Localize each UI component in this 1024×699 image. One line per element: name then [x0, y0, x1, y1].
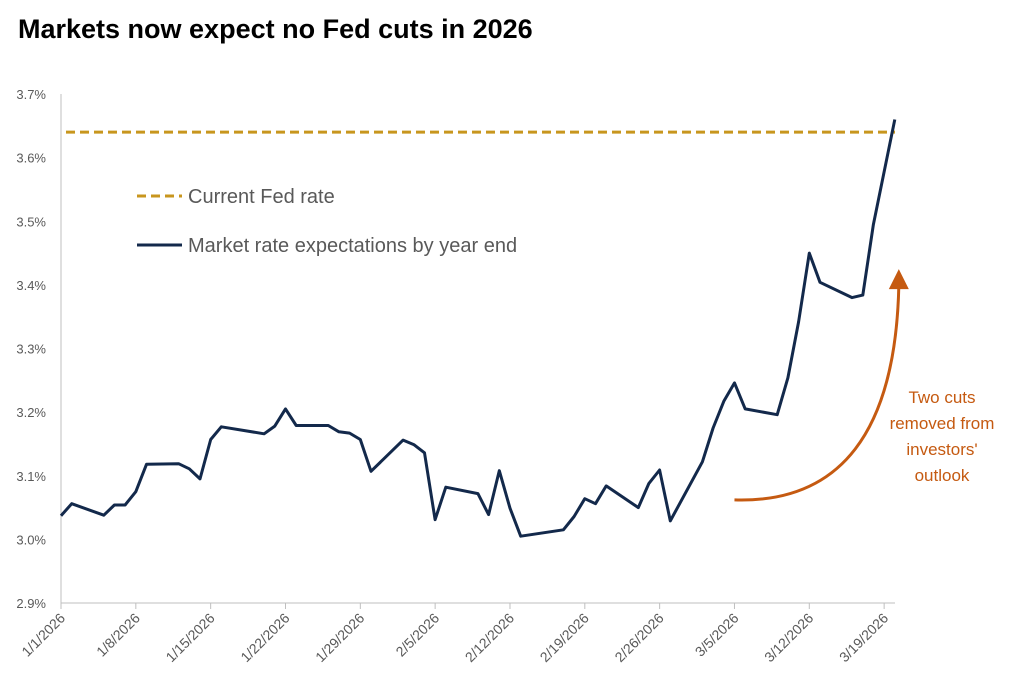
y-tick-label: 3.3%: [16, 342, 46, 357]
market-expectations-line: [59, 119, 897, 538]
x-tick-label: 1/29/2026: [312, 610, 368, 666]
annotation-text-line-4: outlook: [915, 466, 970, 485]
y-tick-label: 2.9%: [16, 596, 46, 611]
legend: Current Fed rate Market rate expectation…: [137, 186, 517, 257]
y-tick-label: 3.0%: [16, 532, 46, 547]
y-tick-label: 3.7%: [16, 87, 46, 102]
x-tick-label: 1/1/2026: [18, 610, 68, 660]
y-tick-labels: 2.9% 3.0% 3.1% 3.2% 3.3% 3.4% 3.5% 3.6% 3.7%: [16, 87, 46, 611]
x-tick-label: 2/12/2026: [462, 610, 518, 666]
x-tick-label: 2/5/2026: [392, 610, 442, 660]
y-tick-label: 3.1%: [16, 469, 46, 484]
x-tick-label: 3/19/2026: [836, 610, 892, 666]
annotation-text-line-1: Two cuts: [908, 388, 975, 407]
legend-market-label: Market rate expectations by year end: [188, 235, 517, 257]
chart-title: Markets now expect no Fed cuts in 2026: [18, 14, 533, 44]
annotation-text-line-3: investors': [906, 440, 977, 459]
x-tick-label: 1/22/2026: [237, 610, 293, 666]
x-tick-label: 1/15/2026: [162, 610, 218, 666]
x-tick-label: 3/5/2026: [692, 610, 742, 660]
x-tick-label: 1/8/2026: [93, 610, 143, 660]
annotation-arrow: [734, 286, 901, 502]
y-tick-label: 3.6%: [16, 151, 46, 166]
y-tick-label: 3.2%: [16, 405, 46, 420]
x-tick-label: 2/26/2026: [611, 610, 667, 666]
x-tick-label: 3/12/2026: [761, 610, 817, 666]
x-tick-label: 2/19/2026: [537, 610, 593, 666]
annotation: Two cuts removed from investors' outlook: [734, 269, 995, 502]
x-tick-labels: 1/1/2026 1/8/2026 1/15/2026 1/22/2026 1/29/2…: [18, 603, 891, 665]
annotation-arrow-head: [888, 269, 909, 290]
annotation-text-line-2: removed from: [890, 414, 995, 433]
legend-fed-rate-label: Current Fed rate: [188, 186, 335, 208]
y-tick-label: 3.5%: [16, 214, 46, 229]
y-tick-label: 3.4%: [16, 278, 46, 293]
